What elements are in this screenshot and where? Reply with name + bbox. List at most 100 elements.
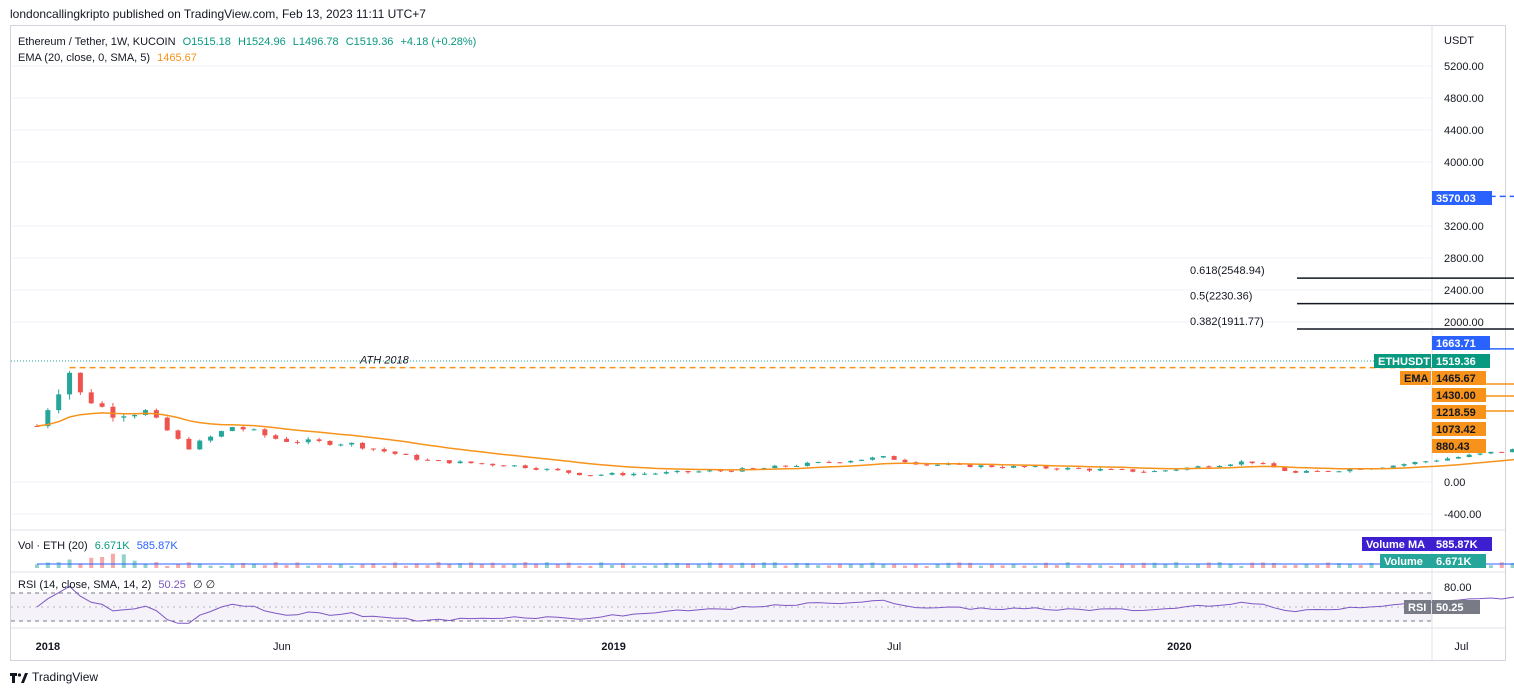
volume-bar <box>599 562 604 568</box>
rsi-line <box>36 585 1514 624</box>
candle-body <box>1434 460 1440 462</box>
tag-volume-name: Volume <box>1384 556 1423 568</box>
candle-body <box>446 460 452 464</box>
volume-bar <box>1261 562 1266 568</box>
candle-body <box>794 465 799 467</box>
candle-body <box>1065 467 1071 470</box>
candle-body <box>77 372 83 393</box>
tag-rsi-value-bg <box>1432 600 1480 614</box>
candle-body <box>533 468 539 470</box>
symbol-legend[interactable]: Ethereum / Tether, 1W, KUCOIN O1515.18 H… <box>18 36 476 48</box>
x-axis: 2018Jun2019Jul2020Jul2021Jun2022Jun2023J… <box>36 641 1469 653</box>
volume-bar <box>1195 564 1200 568</box>
candle-body <box>392 451 398 454</box>
candle-body <box>555 468 561 471</box>
pane-separators <box>11 26 1505 660</box>
candle-body <box>587 475 593 477</box>
volume-bar <box>1228 564 1233 568</box>
candle-body <box>273 435 279 439</box>
volume-bar <box>1022 565 1027 568</box>
currency-label: USDT <box>1444 35 1474 47</box>
volume-bar <box>968 562 973 568</box>
candle-body <box>208 436 214 441</box>
candle-body <box>1282 467 1288 472</box>
candle-body <box>848 460 854 463</box>
candle-body <box>1412 462 1418 465</box>
volume-bar <box>924 565 929 568</box>
candle-body <box>728 470 734 472</box>
candle-body <box>631 473 637 476</box>
tag-volume-name-bg <box>1380 554 1432 568</box>
volume-bar <box>1282 565 1287 568</box>
candle-body <box>1510 449 1514 453</box>
volume-bar <box>989 564 994 568</box>
volume-bar <box>1510 562 1514 568</box>
tag-volume-value: 6.671K <box>1436 556 1472 568</box>
candle-body <box>1206 466 1212 468</box>
volume-bar <box>696 564 701 568</box>
high-value: H1524.96 <box>237 36 286 48</box>
candle-body <box>837 462 843 464</box>
volume-bar <box>946 562 951 568</box>
publisher-line: londoncallingkripto published on Trading… <box>10 7 426 21</box>
fib-label: 0.5(2230.36) <box>1190 291 1252 303</box>
candle-body <box>1195 466 1201 468</box>
volume-bar <box>707 562 712 568</box>
volume-bars <box>35 553 1514 568</box>
tag-volume-ma-value-bg <box>1432 537 1492 551</box>
candle-body <box>707 470 713 472</box>
tag-ethusdt-value: 1519.36 <box>1436 356 1476 368</box>
candle-body <box>490 463 496 466</box>
symbol-name: Ethereum / Tether, 1W, KUCOIN <box>18 36 176 48</box>
volume-bar <box>805 563 810 568</box>
candle-body <box>501 465 507 467</box>
tag-3570: 3570.03 <box>1436 193 1476 205</box>
ema-legend[interactable]: EMA (20, close, 0, SMA, 5) 1465.67 <box>18 52 197 64</box>
volume-bar <box>1087 564 1092 568</box>
volume-bar <box>1326 562 1331 568</box>
volume-bar <box>1304 563 1309 568</box>
candle-body <box>435 460 441 462</box>
candle-body <box>121 416 127 418</box>
rsi-legend[interactable]: RSI (14, close, SMA, 14, 2) 50.25 ∅ ∅ <box>18 578 215 591</box>
candle-body <box>826 461 832 463</box>
volume-bar <box>881 564 886 568</box>
volume-bar <box>436 562 441 568</box>
candle-body <box>175 430 181 439</box>
candle-body <box>1249 461 1255 464</box>
ema-label: EMA (20, close, 0, SMA, 5) <box>18 52 151 64</box>
volume-bar <box>1499 562 1504 568</box>
candle-body <box>1086 468 1092 471</box>
candle-body <box>1173 469 1179 471</box>
volume-bar <box>121 554 126 568</box>
y-tick-label: 2800.00 <box>1444 253 1484 265</box>
volume-bar <box>403 565 408 568</box>
candle-body <box>218 431 224 437</box>
candle-body <box>1043 466 1049 469</box>
rsi-pane <box>11 585 1514 624</box>
tag-1073: 1073.42 <box>1436 424 1476 436</box>
candle-body <box>360 442 365 449</box>
y-tick-label: -400.00 <box>1444 509 1481 521</box>
tag-ema-name-bg <box>1400 371 1431 385</box>
volume-bar <box>1109 565 1114 568</box>
candle-body <box>620 472 626 476</box>
volume-legend[interactable]: Vol · ETH (20) 6.671K 585.87K <box>18 540 178 552</box>
tag-volume-ma-value: 585.87K <box>1436 539 1478 551</box>
volume-ma-value: 585.87K <box>136 540 178 552</box>
volume-bar <box>772 562 777 568</box>
candle-body <box>110 406 116 418</box>
volume-bar <box>273 562 278 568</box>
candle-body <box>34 426 40 427</box>
volume-bar <box>1000 565 1005 568</box>
x-tick-label: 2020 <box>1167 641 1191 653</box>
chart-frame <box>10 25 1506 661</box>
candle-body <box>186 438 192 450</box>
volume-bar <box>382 565 387 568</box>
candle-body <box>1130 469 1136 472</box>
volume-bar <box>523 562 528 568</box>
candle-body <box>772 465 778 469</box>
candle-body <box>468 461 474 464</box>
volume-bar <box>718 563 723 568</box>
